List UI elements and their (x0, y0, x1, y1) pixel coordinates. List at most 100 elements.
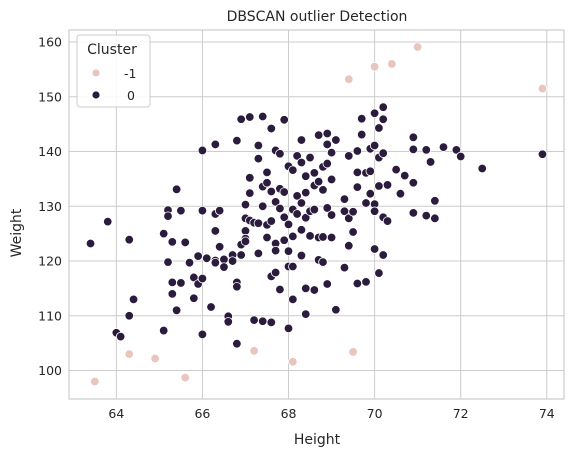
point-cluster-0 (227, 256, 238, 266)
point-cluster-0 (344, 151, 354, 161)
point-cluster-0 (365, 188, 376, 199)
point-cluster-0 (352, 146, 363, 156)
point-cluster-0 (369, 140, 380, 151)
point-cluster-0 (477, 163, 487, 174)
point-cluster-minus1 (344, 74, 354, 84)
point-cluster-0 (270, 245, 281, 256)
point-cluster-0 (202, 253, 212, 263)
x-tick-label: 72 (453, 406, 469, 421)
point-cluster-0 (322, 139, 332, 150)
point-cluster-0 (266, 186, 277, 197)
point-cluster-0 (296, 135, 307, 145)
point-cluster-0 (378, 250, 388, 260)
point-cluster-0 (313, 176, 324, 187)
point-cluster-0 (167, 289, 178, 299)
point-cluster-0 (266, 123, 277, 134)
point-cluster-0 (258, 111, 268, 122)
y-tick-label: 120 (38, 254, 62, 269)
point-cluster-0 (339, 194, 350, 204)
point-cluster-0 (378, 148, 388, 158)
legend: Cluster -1 0 (76, 34, 151, 108)
point-cluster-0 (219, 262, 229, 272)
point-cluster-0 (279, 235, 289, 245)
point-cluster-0 (322, 128, 332, 139)
point-cluster-0 (309, 204, 320, 215)
point-cluster-0 (318, 232, 328, 242)
point-cluster-0 (309, 285, 320, 295)
point-cluster-0 (288, 294, 298, 305)
point-cluster-0 (85, 238, 96, 249)
point-cluster-0 (176, 278, 186, 288)
point-cluster-0 (301, 213, 311, 223)
point-cluster-0 (279, 115, 289, 125)
x-tick-label: 64 (108, 406, 124, 421)
point-cluster-minus1 (369, 61, 380, 72)
point-cluster-0 (301, 309, 311, 319)
x-tick-label: 66 (194, 406, 210, 421)
point-cluster-0 (451, 145, 462, 155)
point-cluster-0 (270, 197, 281, 207)
point-cluster-0 (408, 132, 419, 143)
point-cluster-0 (240, 236, 251, 247)
legend-title: Cluster (87, 42, 137, 58)
point-cluster-0 (382, 216, 393, 226)
point-cluster-0 (253, 153, 264, 164)
point-cluster-minus1 (348, 347, 358, 357)
point-cluster-0 (124, 234, 134, 245)
point-cluster-0 (128, 294, 139, 305)
point-cluster-minus1 (124, 349, 134, 359)
point-cluster-0 (214, 205, 225, 216)
point-cluster-0 (430, 213, 440, 224)
point-cluster-0 (326, 174, 337, 185)
point-cluster-0 (103, 216, 113, 227)
point-cluster-minus1 (150, 353, 160, 364)
point-cluster-0 (262, 167, 272, 178)
point-cluster-0 (197, 273, 208, 284)
legend-label-0: 0 (127, 88, 135, 103)
point-cluster-0 (296, 198, 307, 208)
point-cluster-0 (421, 210, 431, 221)
point-cluster-0 (275, 149, 285, 159)
point-cluster-0 (258, 316, 268, 326)
point-cluster-0 (326, 147, 337, 158)
point-cluster-0 (374, 123, 384, 133)
point-cluster-0 (167, 277, 178, 288)
point-cluster-0 (326, 232, 337, 243)
legend-label-minus1: -1 (124, 66, 136, 81)
point-cluster-0 (430, 196, 440, 206)
point-cluster-0 (369, 206, 380, 216)
point-cluster-0 (348, 227, 358, 237)
x-tick-label: 70 (367, 406, 383, 421)
point-cluster-0 (232, 135, 242, 146)
point-cluster-0 (193, 251, 203, 261)
point-cluster-0 (369, 244, 380, 254)
point-cluster-0 (197, 329, 208, 340)
point-cluster-0 (344, 213, 354, 224)
point-cluster-0 (352, 182, 363, 192)
point-cluster-0 (374, 268, 384, 278)
y-tick-label: 110 (38, 308, 62, 323)
point-cluster-0 (357, 129, 367, 140)
point-cluster-0 (361, 277, 371, 287)
legend-marker-0 (91, 90, 101, 100)
point-cluster-0 (292, 151, 302, 161)
point-cluster-0 (408, 178, 419, 188)
y-tick-label: 130 (38, 199, 62, 214)
point-cluster-minus1 (412, 42, 423, 52)
point-cluster-0 (322, 158, 332, 169)
point-cluster-0 (245, 112, 255, 122)
point-cluster-0 (163, 257, 173, 267)
point-cluster-0 (167, 237, 178, 247)
point-cluster-0 (292, 209, 302, 219)
plot-border (68, 29, 565, 400)
point-cluster-0 (318, 185, 328, 195)
point-cluster-0 (275, 284, 285, 295)
point-cluster-0 (283, 219, 294, 230)
point-cluster-0 (331, 135, 341, 145)
point-cluster-0 (253, 248, 264, 259)
point-cluster-0 (236, 114, 246, 124)
point-cluster-0 (180, 237, 190, 248)
point-cluster-minus1 (288, 357, 298, 367)
point-cluster-0 (369, 108, 380, 118)
